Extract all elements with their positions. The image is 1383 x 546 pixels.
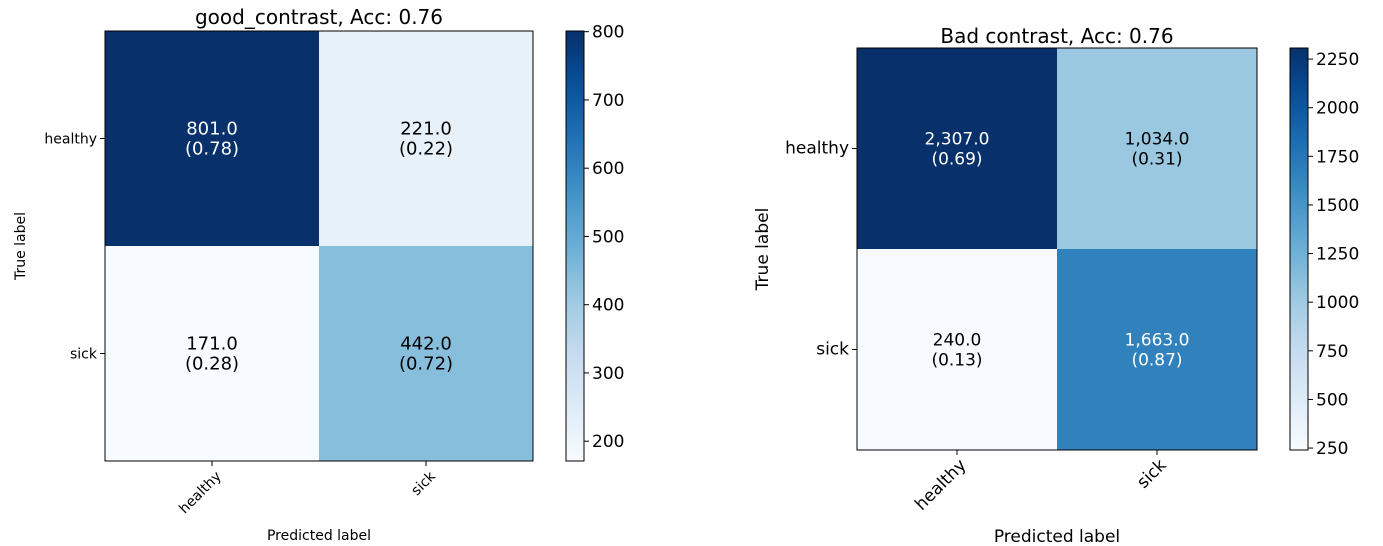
heatmap-cell xyxy=(1057,48,1257,249)
colorbar-tick-label: 800 xyxy=(592,23,624,43)
colorbar xyxy=(565,30,585,462)
y-tick-label: sick xyxy=(816,340,849,360)
cell-ratio-label: (0.72) xyxy=(399,354,453,375)
chart-title: Bad contrast, Acc: 0.76 xyxy=(940,24,1173,48)
x-tick-label: healthy xyxy=(911,455,970,514)
colorbar-tick-label: 1250 xyxy=(1316,245,1359,265)
colorbar-tick-label: 500 xyxy=(592,227,624,247)
colorbar-tick-label: 250 xyxy=(1316,439,1348,459)
x-tick-label: sick xyxy=(1133,455,1170,492)
cell-ratio-label: (0.31) xyxy=(1131,150,1182,170)
x-tick-label: sick xyxy=(408,468,439,499)
cell-count-label: 2,307.0 xyxy=(925,130,990,150)
colorbar-tick-label: 1000 xyxy=(1316,293,1359,313)
cell-count-label: 221.0 xyxy=(400,119,452,140)
heatmap-cell xyxy=(105,246,319,461)
cell-count-label: 1,034.0 xyxy=(1125,130,1190,150)
cell-ratio-label: (0.13) xyxy=(931,351,982,371)
colorbar-tick-label: 1500 xyxy=(1316,196,1359,216)
cell-ratio-label: (0.22) xyxy=(399,139,453,160)
colorbar-tick-label: 600 xyxy=(592,159,624,179)
cell-count-label: 240.0 xyxy=(933,331,982,351)
colorbar-tick-label: 200 xyxy=(592,432,624,452)
colorbar-tick-label: 1750 xyxy=(1316,147,1359,167)
cell-count-label: 171.0 xyxy=(186,334,238,355)
colorbar xyxy=(1289,47,1309,451)
plot-frame xyxy=(856,47,1258,451)
chart-title: good_contrast, Acc: 0.76 xyxy=(195,5,443,29)
colorbar-tick-label: 400 xyxy=(592,296,624,316)
confusion-matrix-2: Bad contrast, Acc: 0.76 2,307.0(0.69) 1,03… xyxy=(753,24,1359,546)
colorbar-tick-label: 2000 xyxy=(1316,99,1359,119)
heatmap-cell xyxy=(319,31,533,246)
x-axis-label: Predicted label xyxy=(994,527,1120,546)
cell-ratio-label: (0.28) xyxy=(185,354,239,375)
cell-ratio-label: (0.87) xyxy=(1131,351,1182,371)
colorbar-tick-label: 700 xyxy=(592,91,624,111)
y-axis-label: True label xyxy=(13,212,29,281)
heatmap-cell xyxy=(1057,249,1257,450)
confusion-matrix-1: good_contrast, Acc: 0.76 801.0(0.78) 221.0… xyxy=(13,5,624,544)
colorbar-tick-label: 750 xyxy=(1316,342,1348,362)
heatmap-cell xyxy=(857,48,1057,249)
colorbar-tick-label: 300 xyxy=(592,364,624,384)
x-tick-label: healthy xyxy=(176,469,225,518)
y-axis-label: True label xyxy=(753,208,773,292)
y-tick-label: sick xyxy=(70,347,98,363)
x-axis-label: Predicted label xyxy=(267,528,371,544)
heatmap-cell xyxy=(857,249,1057,450)
cell-count-label: 1,663.0 xyxy=(1125,331,1190,351)
heatmap-cell xyxy=(105,31,319,246)
colorbar-tick-label: 500 xyxy=(1316,390,1348,410)
cell-count-label: 801.0 xyxy=(186,119,238,140)
cell-count-label: 442.0 xyxy=(400,334,452,355)
heatmap-cell xyxy=(319,246,533,461)
cell-ratio-label: (0.78) xyxy=(185,139,239,160)
plot-frame xyxy=(104,30,534,462)
cell-ratio-label: (0.69) xyxy=(931,150,982,170)
y-tick-label: healthy xyxy=(44,132,97,148)
y-tick-label: healthy xyxy=(785,139,849,159)
colorbar-tick-label: 2250 xyxy=(1316,50,1359,70)
